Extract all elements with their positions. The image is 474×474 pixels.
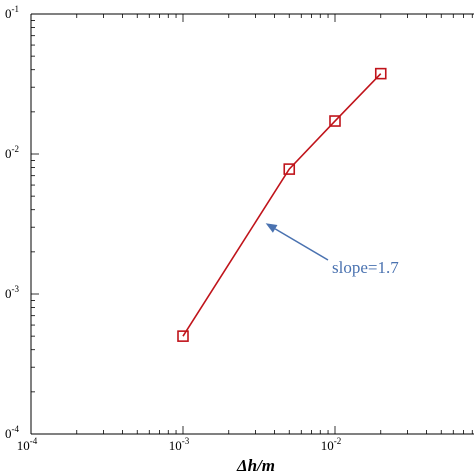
y-tick-labels: 0-1 0-2 0-3 0-4: [5, 4, 19, 441]
data-point-marker: [177, 330, 189, 342]
data-point-marker: [329, 115, 341, 127]
x-tick-label: 10-2: [321, 436, 342, 453]
annotation-arrow-head: [265, 223, 278, 233]
annotation-arrow-shaft: [274, 228, 329, 261]
x-axis-label: Δh/m: [236, 456, 275, 474]
data-point-marker: [374, 67, 387, 80]
x-tick-label: 10-4: [17, 436, 38, 453]
annotation-text: slope=1.7: [332, 258, 399, 277]
y-tick-label: 0-3: [5, 284, 19, 301]
data-point-marker: [283, 163, 296, 175]
y-tick-label: 0-4: [5, 424, 19, 441]
x-tick-label: 10-3: [169, 436, 190, 453]
y-tick-label: 0-1: [5, 4, 19, 21]
axis-ticks: [30, 14, 473, 435]
series-line: [182, 73, 382, 337]
plot-axes: [30, 13, 474, 435]
annotation-group: slope=1.7: [265, 223, 399, 277]
series-group: [177, 67, 387, 342]
x-tick-labels: 10-4 10-3 10-2: [17, 436, 342, 453]
y-tick-label: 0-2: [5, 144, 19, 161]
